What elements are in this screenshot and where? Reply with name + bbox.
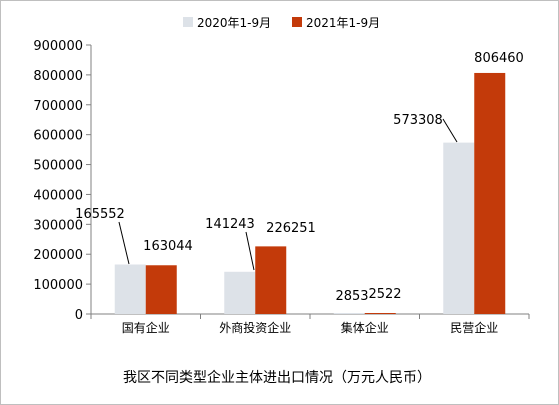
- x-category-label: 集体企业: [341, 320, 389, 335]
- y-tick-label: 600000: [33, 129, 83, 144]
- data-labels: 165552 141243 2853 573308 163044 226251 2522 80…: [75, 51, 524, 304]
- x-category-label: 民营企业: [450, 320, 498, 335]
- y-tick-label: 300000: [33, 218, 83, 233]
- bars: [114, 72, 506, 314]
- chart-title: 我区不同类型企业主体进出口情况（万元人民币）: [123, 369, 431, 386]
- legend-label-1: 2021年1-9月: [306, 16, 380, 30]
- data-label: 2853: [335, 289, 368, 304]
- bar-2020-0: [114, 264, 146, 314]
- bar-2021-3: [474, 72, 506, 314]
- legend-swatch-1: [292, 17, 302, 27]
- x-category-label: 外商投资企业: [219, 320, 291, 335]
- data-label-leader: [245, 231, 255, 271]
- data-label: 573308: [393, 113, 443, 128]
- data-label: 226251: [266, 221, 316, 236]
- data-label-leader: [442, 118, 458, 143]
- y-tick-label: 0: [75, 308, 83, 323]
- data-label: 2522: [368, 287, 401, 302]
- bar-2021-0: [145, 265, 177, 314]
- legend-swatch-0: [183, 17, 193, 27]
- y-tick-label: 400000: [33, 188, 83, 203]
- legend: 2020年1-9月 2021年1-9月: [183, 16, 380, 30]
- bar-2020-3: [443, 142, 475, 314]
- bar-2021-1: [255, 246, 287, 314]
- data-label: 806460: [474, 51, 524, 66]
- legend-label-0: 2020年1-9月: [197, 16, 271, 30]
- x-axis: 国有企业 外商投资企业 集体企业 民营企业: [90, 313, 530, 335]
- data-label: 165552: [75, 207, 125, 222]
- y-tick-label: 700000: [33, 99, 83, 114]
- y-tick-label: 200000: [33, 248, 83, 263]
- data-label: 141243: [205, 217, 255, 232]
- y-tick-label: 500000: [33, 159, 83, 174]
- data-label-leader: [118, 221, 130, 265]
- data-label: 163044: [143, 239, 193, 254]
- y-axis: 0 100000 200000 300000 400000 500000 600000 700…: [33, 39, 92, 323]
- x-category-label: 国有企业: [122, 320, 170, 335]
- y-tick-label: 800000: [33, 69, 83, 84]
- y-tick-label: 100000: [33, 278, 83, 293]
- bar-2020-2: [333, 313, 365, 314]
- y-tick-label: 900000: [33, 39, 83, 54]
- bar-2021-2: [364, 313, 396, 314]
- bar-2020-1: [224, 271, 256, 314]
